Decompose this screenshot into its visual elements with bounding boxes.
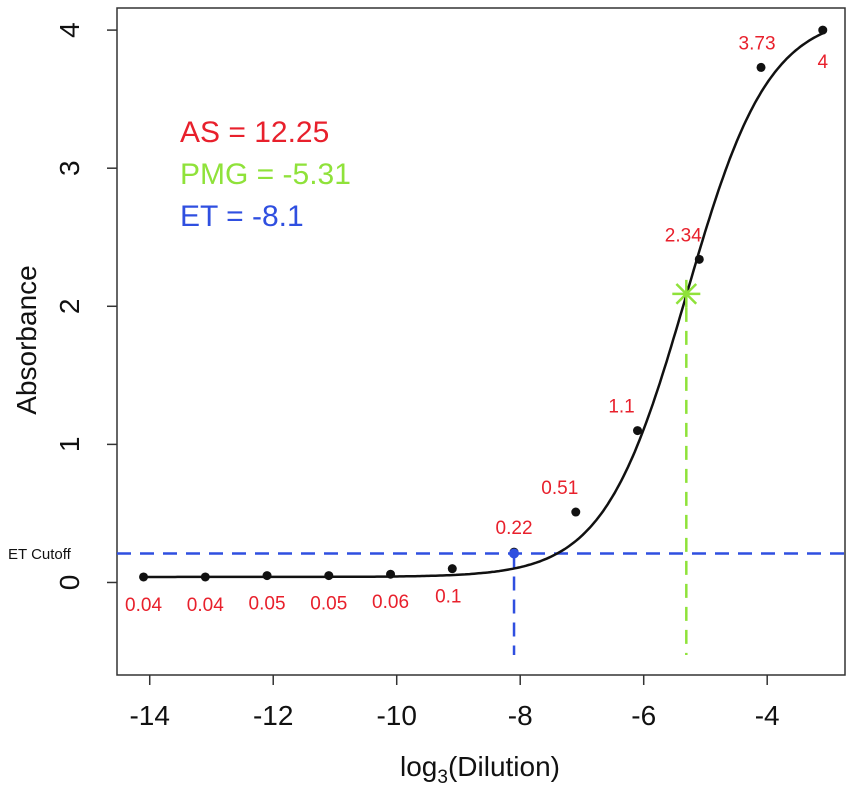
x-axis-label: log3(Dilution): [400, 751, 560, 786]
data-point: [324, 571, 334, 581]
data-label: 0.04: [187, 595, 224, 616]
data-label: 0.1: [435, 587, 461, 608]
data-label: 0.06: [372, 592, 409, 613]
fit-curve: [143, 32, 824, 579]
x-tick-label: -4: [755, 700, 780, 731]
data-point: [633, 426, 643, 436]
y-tick-label: 2: [54, 298, 85, 314]
x-axis-label-subscript: 3: [437, 767, 448, 786]
data-label: 3.73: [739, 33, 776, 54]
y-tick-label: 0: [54, 575, 85, 591]
x-axis-label-rest: (Dilution): [448, 751, 560, 782]
data-label: 0.05: [249, 594, 286, 615]
y-axis-label: Absorbance: [11, 265, 42, 414]
annotation-et: ET = -8.1: [180, 200, 304, 233]
data-label: 0.05: [310, 594, 347, 615]
data-point: [571, 507, 581, 517]
data-label: 4: [817, 52, 828, 73]
data-label: 2.34: [665, 225, 702, 246]
y-tick-label: 3: [54, 160, 85, 176]
et-cutoff-label: ET Cutoff: [8, 546, 72, 563]
data-label: 0.22: [496, 518, 533, 539]
annotation-pmg: PMG = -5.31: [180, 158, 351, 191]
x-tick-label: -6: [631, 700, 656, 731]
x-tick-label: -14: [129, 700, 169, 731]
annotation-as: AS = 12.25: [180, 116, 329, 149]
data-point: [262, 571, 272, 581]
data-label: 0.04: [125, 595, 162, 616]
data-point: [386, 569, 396, 579]
x-tick-label: -8: [508, 700, 533, 731]
data-point: [447, 564, 457, 574]
data-point: [818, 25, 828, 35]
y-tick-label: 4: [54, 22, 85, 38]
data-point: [139, 572, 149, 582]
data-label: 1.1: [608, 397, 634, 418]
data-point: [756, 62, 766, 72]
x-tick-label: -12: [253, 700, 293, 731]
data-point: [694, 254, 704, 264]
pmg-star-marker: [675, 283, 698, 305]
x-tick-label: -10: [376, 700, 416, 731]
data-point: [200, 572, 210, 582]
x-axis-label-base: log: [400, 751, 437, 782]
y-tick-label: 1: [54, 437, 85, 453]
data-label: 0.51: [541, 478, 578, 499]
plot-frame: [116, 7, 846, 676]
et-point: [509, 548, 520, 559]
